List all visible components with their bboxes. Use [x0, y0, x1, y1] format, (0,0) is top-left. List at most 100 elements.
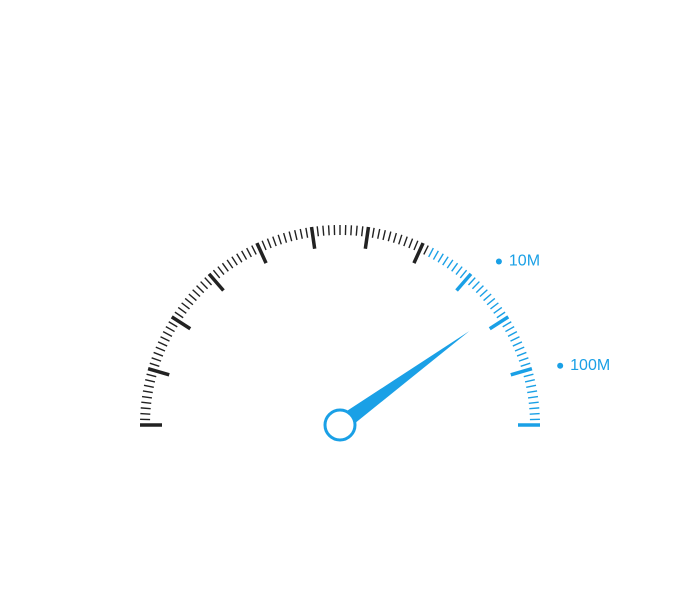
gauge-tick-minor	[480, 290, 487, 297]
gauge-tick-minor	[452, 263, 458, 271]
gauge-tick-minor	[497, 312, 505, 318]
gauge-tick-minor	[484, 294, 492, 301]
gauge-tick-minor	[150, 363, 160, 366]
gauge-tick-minor	[494, 307, 502, 313]
gauge-tick-minor	[189, 294, 197, 301]
gauge-tick-minor	[178, 307, 186, 313]
gauge-tick-minor	[529, 402, 539, 403]
gauge-tick-minor	[528, 397, 538, 398]
gauge-ticks	[140, 225, 540, 425]
gauge-tick-minor	[166, 327, 175, 332]
gauge-tick-minor	[505, 327, 514, 332]
gauge-tick-minor	[399, 235, 402, 245]
gauge-tick-minor	[383, 230, 385, 240]
gauge-chart: 10M 100M	[0, 0, 698, 600]
gauge-tick-minor	[156, 347, 165, 351]
gauge-tick-minor	[141, 402, 151, 403]
gauge-tick-major	[209, 274, 223, 291]
gauge-tick-minor	[424, 246, 428, 255]
gauge-tick-minor	[438, 254, 443, 263]
gauge-tick-minor	[362, 226, 363, 236]
gauge-tick-minor	[414, 241, 418, 250]
gauge-tick-minor	[429, 248, 434, 257]
gauge-needle-pointer	[335, 331, 469, 432]
gauge-tick-minor	[388, 232, 391, 242]
gauge-tick-minor	[476, 286, 483, 293]
gauge-tick-minor	[147, 374, 157, 377]
gauge-tick-minor	[460, 270, 466, 278]
gauge-needle-hub	[325, 410, 355, 440]
gauge-tick-minor	[213, 270, 219, 278]
gauge-tick-minor	[152, 358, 161, 361]
gauge-label-dot	[496, 258, 502, 264]
gauge-tick-minor	[447, 260, 453, 268]
gauge-tick-minor	[273, 237, 276, 246]
gauge-tick-minor	[222, 263, 228, 271]
gauge-tick-major	[172, 317, 191, 329]
gauge-tick-minor	[351, 225, 352, 235]
gauge-tick-minor	[218, 267, 224, 275]
gauge-tick-minor	[193, 290, 200, 297]
gauge-tick-major	[511, 369, 532, 375]
gauge-tick-minor	[487, 298, 495, 304]
gauge-tick-major	[365, 227, 368, 249]
gauge-tick-minor	[237, 254, 242, 263]
gauge-tick-minor	[468, 278, 475, 285]
gauge-tick-minor	[513, 342, 522, 346]
gauge-tick-minor	[262, 241, 266, 250]
gauge-tick-minor	[267, 239, 271, 248]
gauge-tick-minor	[169, 322, 178, 327]
gauge-tick-minor	[247, 248, 252, 257]
gauge-tick-minor	[232, 257, 237, 265]
gauge-tick-minor	[515, 347, 524, 351]
gauge-tick-minor	[284, 233, 287, 243]
gauge-label-text: 100M	[570, 357, 610, 374]
gauge-tick-minor	[526, 385, 536, 387]
gauge-tick-minor	[409, 239, 413, 248]
gauge-tick-minor	[201, 282, 208, 289]
gauge-tick-major	[148, 369, 169, 375]
gauge-tick-minor	[143, 391, 153, 393]
gauge-tick-minor	[205, 278, 212, 285]
gauge-tick-minor	[527, 391, 537, 393]
gauge-tick-major	[490, 317, 509, 329]
gauge-tick-major	[312, 227, 315, 249]
gauge-tick-minor	[356, 226, 357, 236]
gauge-tick-minor	[443, 257, 448, 265]
gauge-label-dot	[557, 363, 563, 369]
gauge-tick-minor	[289, 232, 292, 242]
gauge-tick-minor	[161, 337, 170, 341]
gauge-tick-minor	[185, 298, 193, 304]
gauge-tick-minor	[517, 352, 526, 356]
gauge-tick-minor	[242, 251, 247, 260]
gauge-tick-minor	[404, 237, 407, 246]
gauge-tick-minor	[154, 352, 163, 356]
gauge-tick-minor	[140, 414, 150, 415]
gauge-tick-minor	[456, 267, 462, 275]
gauge-tick-minor	[163, 332, 172, 337]
gauge-tick-minor	[252, 246, 256, 255]
gauge-tick-minor	[329, 225, 330, 235]
gauge-tick-minor	[490, 303, 498, 309]
gauge-label-text: 10M	[509, 253, 540, 270]
gauge-tick-minor	[521, 363, 531, 366]
gauge-tick-minor	[306, 228, 308, 238]
gauge-needle	[325, 331, 469, 440]
gauge-tick-minor	[182, 303, 190, 309]
gauge-tick-minor	[227, 260, 233, 268]
gauge-tick-minor	[372, 228, 374, 238]
gauge-tick-minor	[317, 226, 318, 236]
gauge-tick-minor	[508, 332, 517, 337]
gauge-tick-minor	[141, 408, 151, 409]
gauge-tick-minor	[142, 397, 152, 398]
gauge-tick-minor	[145, 380, 155, 382]
gauge-tick-minor	[472, 282, 479, 289]
gauge-tick-minor	[529, 408, 539, 409]
gauge-tick-minor	[175, 312, 183, 318]
gauge-tick-minor	[511, 337, 520, 341]
gauge-tick-minor	[524, 374, 534, 377]
gauge-tick-minor	[378, 229, 380, 239]
gauge-labels: 10M 100M	[496, 253, 610, 374]
gauge-tick-minor	[144, 385, 154, 387]
gauge-tick-minor	[295, 230, 297, 240]
